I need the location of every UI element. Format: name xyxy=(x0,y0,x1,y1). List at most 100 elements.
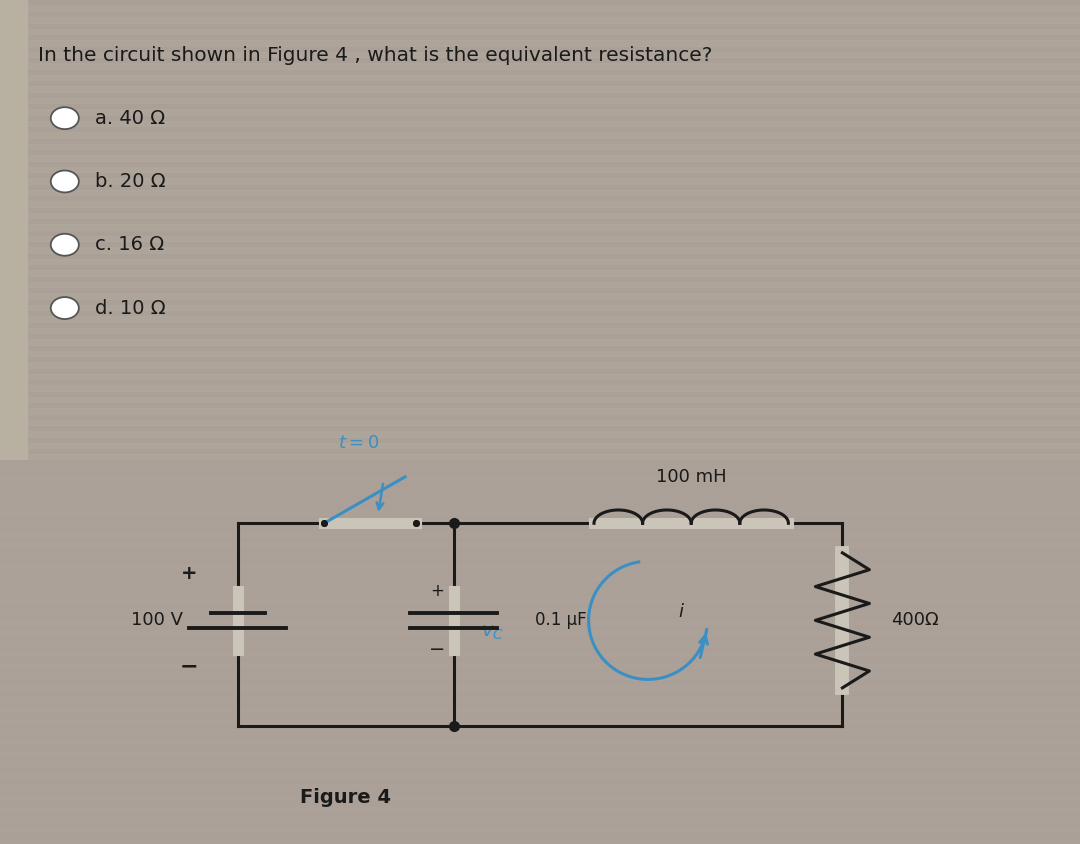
Text: i: i xyxy=(678,603,683,621)
Bar xyxy=(0,712,1080,717)
Bar xyxy=(0,104,1080,109)
Bar xyxy=(0,734,1080,739)
Bar xyxy=(0,460,1080,465)
Bar xyxy=(0,276,1080,282)
Bar xyxy=(0,614,1080,619)
Bar xyxy=(0,143,1080,149)
Bar xyxy=(0,75,1080,80)
Bar xyxy=(0,559,1080,564)
Bar xyxy=(0,29,1080,35)
Text: c. 16 Ω: c. 16 Ω xyxy=(95,235,164,254)
Bar xyxy=(0,795,1080,800)
Bar xyxy=(0,201,1080,207)
Bar xyxy=(0,504,1080,509)
Bar xyxy=(0,155,1080,161)
Bar xyxy=(0,190,1080,196)
Bar xyxy=(0,380,1080,385)
Bar xyxy=(0,685,1080,690)
Bar xyxy=(0,542,1080,548)
Bar xyxy=(0,391,1080,397)
Bar xyxy=(0,668,1080,674)
Bar xyxy=(0,817,1080,822)
Bar xyxy=(0,23,1080,29)
Bar xyxy=(0,564,1080,570)
Bar xyxy=(0,783,1080,789)
Circle shape xyxy=(51,297,79,319)
Bar xyxy=(0,414,1080,419)
Bar xyxy=(0,241,1080,247)
Bar xyxy=(0,46,1080,51)
Circle shape xyxy=(51,107,79,129)
Bar xyxy=(0,133,1080,138)
Bar xyxy=(0,431,1080,437)
Bar xyxy=(0,630,1080,636)
Bar xyxy=(0,641,1080,647)
Text: 100 mH: 100 mH xyxy=(656,468,727,486)
Bar xyxy=(0,520,1080,526)
Bar xyxy=(0,235,1080,241)
Bar xyxy=(0,6,1080,12)
Bar xyxy=(0,109,1080,115)
Bar xyxy=(0,69,1080,75)
Bar xyxy=(0,299,1080,305)
Bar xyxy=(0,663,1080,668)
Text: −: − xyxy=(429,641,446,659)
Bar xyxy=(0,465,1080,471)
Text: +: + xyxy=(431,582,444,600)
Bar xyxy=(0,532,1080,537)
Bar xyxy=(0,647,1080,652)
Bar xyxy=(0,706,1080,712)
Bar xyxy=(0,690,1080,695)
Bar xyxy=(0,259,1080,264)
Bar xyxy=(0,717,1080,723)
Bar xyxy=(0,219,1080,225)
Bar xyxy=(0,586,1080,592)
Bar xyxy=(0,652,1080,657)
Bar xyxy=(0,778,1080,783)
Bar xyxy=(0,98,1080,104)
Bar xyxy=(0,548,1080,553)
Bar xyxy=(0,247,1080,253)
Bar xyxy=(0,723,1080,728)
Bar xyxy=(0,625,1080,630)
Bar xyxy=(0,745,1080,751)
Bar xyxy=(0,553,1080,559)
Bar xyxy=(0,230,1080,235)
Bar xyxy=(0,41,1080,46)
Bar xyxy=(0,264,1080,270)
Bar xyxy=(0,35,1080,41)
Bar xyxy=(0,86,1080,92)
Bar xyxy=(0,419,1080,425)
Bar xyxy=(0,515,1080,520)
Bar xyxy=(0,767,1080,773)
Bar xyxy=(0,636,1080,641)
Text: d. 10 Ω: d. 10 Ω xyxy=(95,299,165,317)
Bar xyxy=(0,493,1080,498)
Bar xyxy=(0,374,1080,380)
Bar xyxy=(0,526,1080,532)
Bar xyxy=(0,537,1080,542)
Bar xyxy=(0,282,1080,288)
Bar xyxy=(0,351,1080,356)
Bar xyxy=(0,839,1080,844)
Bar xyxy=(0,345,1080,351)
Bar xyxy=(0,739,1080,745)
Bar xyxy=(0,57,1080,63)
Bar xyxy=(0,487,1080,493)
Bar xyxy=(0,575,1080,581)
Bar xyxy=(0,333,1080,339)
Text: −: − xyxy=(179,657,199,677)
Bar xyxy=(0,476,1080,482)
Bar xyxy=(0,293,1080,299)
Bar xyxy=(0,728,1080,734)
Bar xyxy=(0,178,1080,184)
Bar xyxy=(0,80,1080,86)
Bar xyxy=(0,0,27,460)
Bar xyxy=(0,789,1080,795)
Text: 100 V: 100 V xyxy=(131,611,183,630)
Bar xyxy=(0,570,1080,575)
Bar xyxy=(0,443,1080,448)
Bar xyxy=(0,288,1080,293)
Bar xyxy=(0,619,1080,625)
Bar xyxy=(0,121,1080,127)
